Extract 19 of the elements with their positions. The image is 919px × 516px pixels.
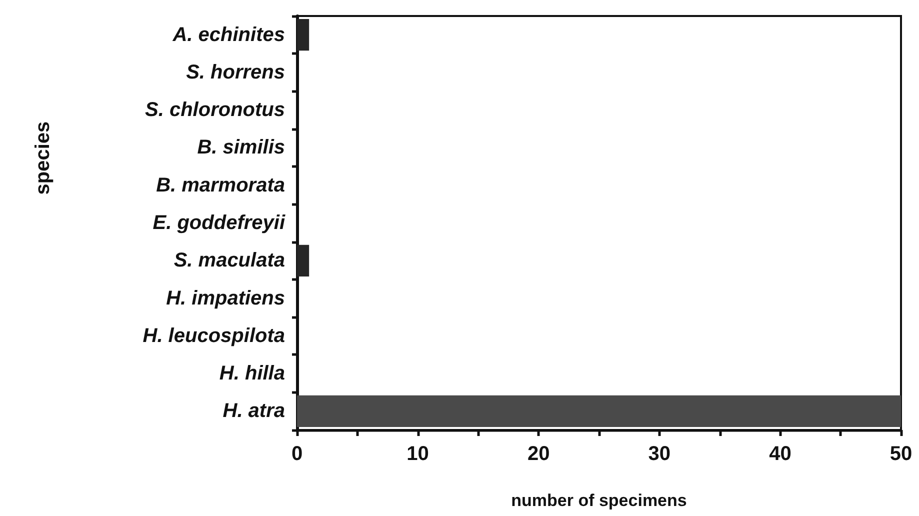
x-tick-label: 40 <box>769 443 792 465</box>
y-tick-label: A. echinites <box>172 24 285 46</box>
y-tick-label: H. leucospilota <box>142 324 285 347</box>
x-tick-label: 0 <box>291 443 303 465</box>
y-axis-title: species <box>32 121 54 195</box>
y-tick-label: E. goddefreyii <box>152 212 286 234</box>
x-tick-label: 20 <box>527 443 550 465</box>
y-tick-label: H. hilla <box>219 362 285 385</box>
y-tick-label: H. atra <box>222 400 285 422</box>
x-tick-label: 50 <box>890 443 912 465</box>
y-tick-label: S. maculata <box>174 250 285 272</box>
x-tick-label: 10 <box>406 443 429 465</box>
x-tick-label: 30 <box>648 443 671 465</box>
y-tick-label: S. chloronotus <box>145 99 285 122</box>
y-tick-label: H. impatiens <box>166 287 285 310</box>
y-tick-label: B. marmorata <box>156 174 285 196</box>
y-tick-label: S. horrens <box>186 61 285 84</box>
x-axis-title: number of specimens <box>511 491 687 510</box>
y-tick-label: B. similis <box>197 136 285 159</box>
